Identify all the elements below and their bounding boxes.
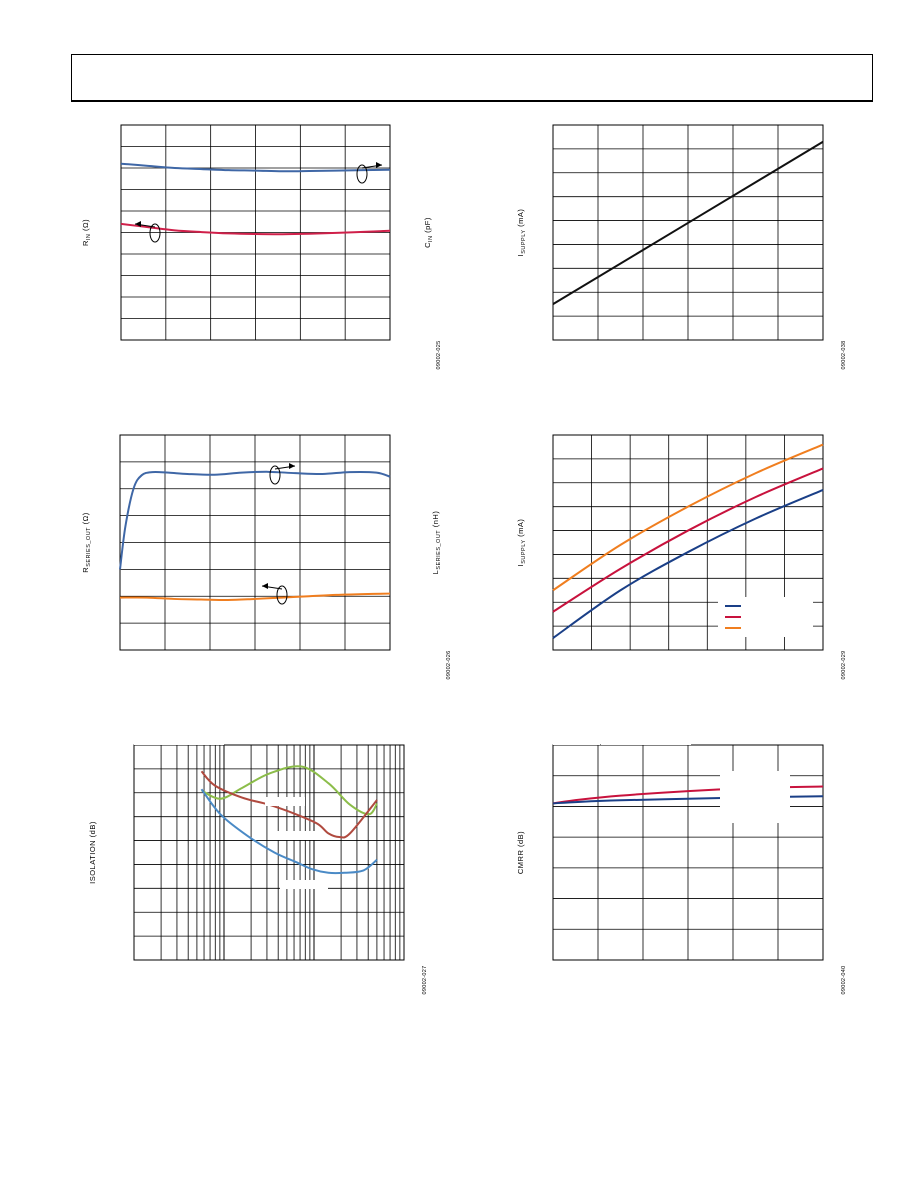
y-label-main: CMRR (dB) bbox=[516, 831, 525, 874]
y-label-main: I bbox=[516, 564, 525, 567]
y-label-main: I bbox=[516, 254, 525, 257]
series-line-2 bbox=[200, 770, 378, 839]
y-axis-label: ISOLATION (dB) bbox=[88, 821, 97, 884]
series-line-3 bbox=[200, 788, 378, 875]
chart-isupply-curves: ISUPPLY (mA) 09002-029 bbox=[516, 434, 847, 680]
figure-id: 09002-038 bbox=[841, 340, 847, 369]
y-axis-label-right: CIN (pF) bbox=[423, 217, 434, 248]
series-line-1 bbox=[201, 765, 378, 816]
series-line-2 bbox=[119, 592, 391, 602]
series-line-1 bbox=[119, 470, 391, 570]
chart-cmrr: CMRR (dB) 09002-040 bbox=[516, 735, 847, 995]
plot-frame bbox=[133, 744, 405, 961]
y-axis-label: ISUPPLY (mA) bbox=[516, 209, 527, 257]
chart-rseries-lseries: RSERIES_OUT (Ω) LSERIES_OUT (nH) 09002-026 bbox=[81, 434, 452, 680]
series-line-1 bbox=[552, 140, 824, 306]
label-masks bbox=[553, 735, 790, 823]
series-line-2 bbox=[552, 467, 824, 613]
page-header bbox=[71, 54, 873, 102]
figure-id: 09002-027 bbox=[422, 965, 428, 994]
y-axis-label: RSERIES_OUT (Ω) bbox=[81, 512, 92, 572]
figure-id: 09002-025 bbox=[436, 340, 442, 369]
gridlines bbox=[553, 125, 823, 340]
y-axis-label: ISUPPLY (mA) bbox=[516, 519, 527, 567]
y-label-main: R bbox=[81, 567, 90, 573]
y-label-unit: (Ω) bbox=[81, 512, 90, 527]
axis-indicator-left bbox=[261, 583, 288, 605]
y-label-unit: (mA) bbox=[516, 209, 525, 230]
y-axis-label: RIN (Ω) bbox=[81, 219, 92, 246]
y-axis-label-right: LSERIES_OUT (nH) bbox=[431, 511, 442, 575]
axis-indicator-left bbox=[134, 221, 161, 243]
figure-id: 09002-040 bbox=[841, 965, 847, 994]
figure-id: 09002-029 bbox=[841, 650, 847, 679]
chart-isupply-linear: ISUPPLY (mA) 09002-038 bbox=[516, 124, 847, 370]
axis-indicator-right bbox=[269, 463, 296, 485]
series-line-1 bbox=[552, 489, 824, 639]
y-label-unit: (mA) bbox=[516, 519, 525, 540]
y-label-subscript: IN bbox=[86, 234, 92, 241]
figure-id: 09002-026 bbox=[446, 650, 452, 679]
label-masks bbox=[134, 735, 328, 889]
legend bbox=[718, 597, 813, 637]
chart-isolation: ISOLATION (dB) 09002-027 bbox=[88, 735, 428, 995]
gridlines bbox=[134, 745, 404, 960]
y-label-main: R bbox=[81, 240, 90, 246]
plot-frame bbox=[552, 434, 824, 651]
series-line-2 bbox=[120, 222, 391, 236]
y-label-subscript: SUPPLY bbox=[521, 229, 527, 253]
y-label-unit: (Ω) bbox=[81, 219, 90, 234]
series-line-1 bbox=[120, 162, 391, 173]
y-label-subscript: SUPPLY bbox=[521, 539, 527, 563]
gridlines bbox=[120, 435, 390, 650]
gridlines bbox=[121, 125, 390, 340]
axis-indicator-right bbox=[356, 162, 383, 184]
y-label-subscript: SERIES_OUT bbox=[86, 527, 92, 567]
y-axis-label: CMRR (dB) bbox=[516, 831, 525, 874]
chart-rin-cin: RIN (Ω) CIN (pF) 09002-025 bbox=[81, 124, 442, 370]
y-label-main: ISOLATION (dB) bbox=[88, 821, 97, 884]
series-line-3 bbox=[552, 443, 824, 592]
